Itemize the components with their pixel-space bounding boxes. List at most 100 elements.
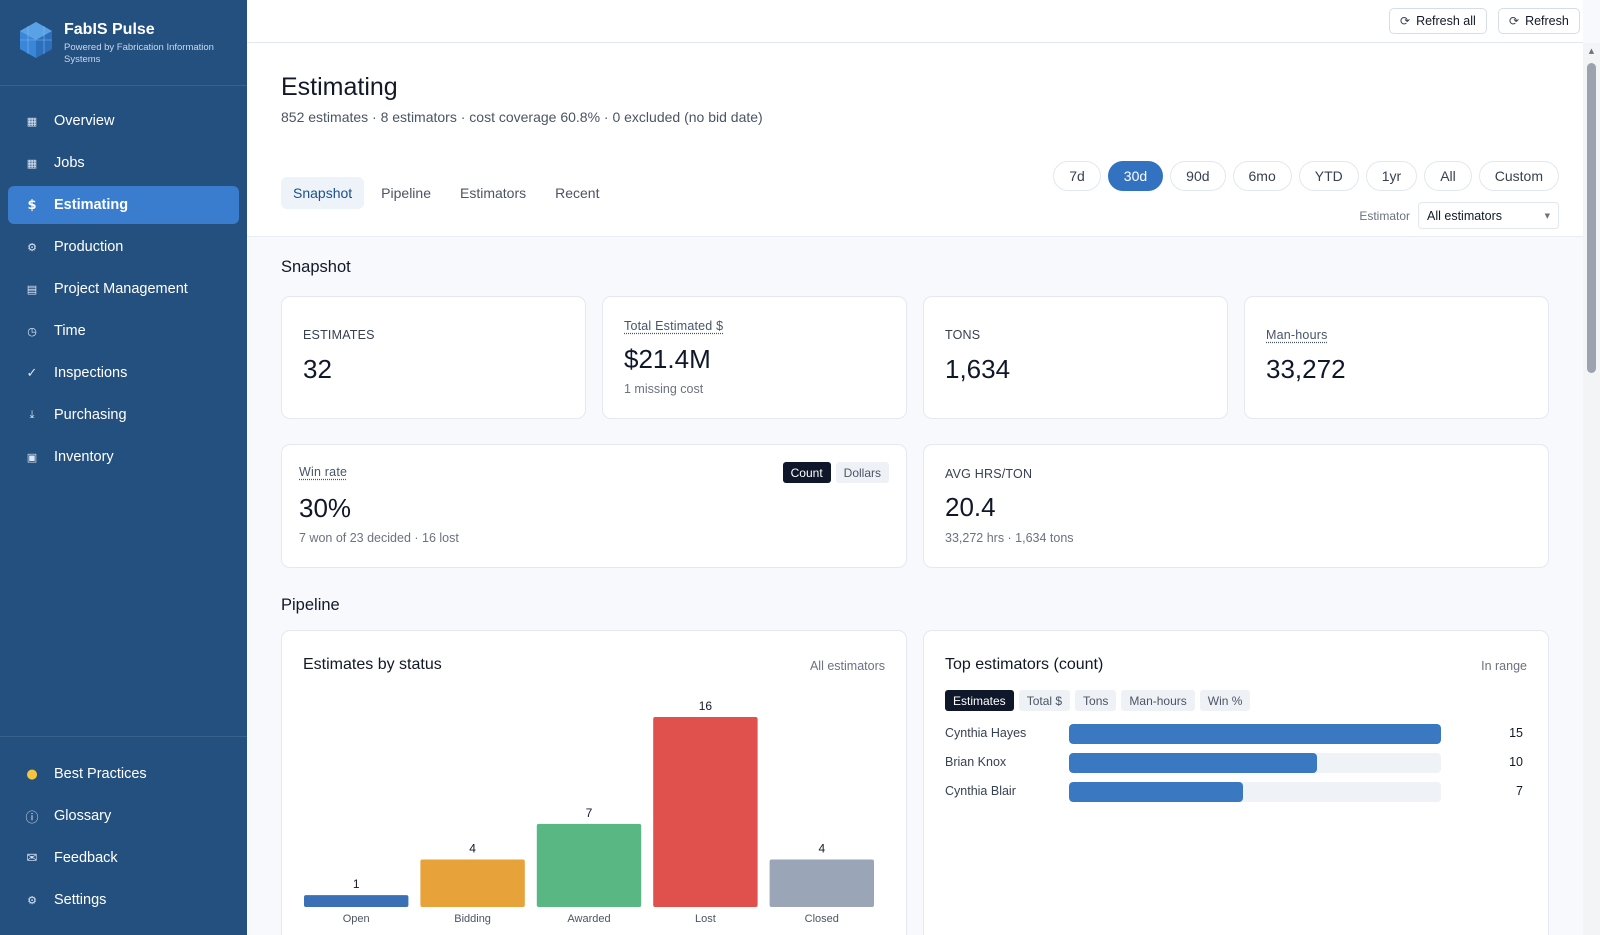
view-tabs: Snapshot Pipeline Estimators Recent	[281, 177, 616, 209]
range-90d[interactable]: 90d	[1170, 161, 1226, 191]
tab-snapshot[interactable]: Snapshot	[281, 177, 365, 209]
win-rate-sub: 7 won of 23 decided · 16 lost	[299, 531, 459, 545]
sidebar-item-label: Production	[54, 239, 124, 255]
gear-icon: ⚙	[27, 240, 37, 254]
sidebar-item-overview[interactable]: ▦ Overview	[8, 102, 239, 140]
top-estimators-card: Top estimators (count) In range Estimate…	[923, 630, 1549, 935]
sidebar-item-best-practices[interactable]: ● Best Practices	[8, 755, 239, 793]
sidebar-item-estimating[interactable]: $ Estimating	[8, 186, 239, 224]
kpi-label[interactable]: Total Estimated $	[624, 319, 724, 333]
kpi-label[interactable]: Man-hours	[1266, 328, 1328, 342]
app-tagline: Powered by Fabrication Information Syste…	[64, 42, 214, 65]
scroll-thumb[interactable]	[1587, 63, 1596, 373]
avg-hrs-sub: 33,272 hrs · 1,634 tons	[945, 531, 1074, 545]
chart-scope-note: In range	[1481, 659, 1527, 673]
main-nav: ▦ Overview ▦ Jobs $ Estimating ⚙ Production …	[0, 86, 247, 476]
sidebar: FabIS Pulse Powered by Fabrication Infor…	[0, 0, 247, 935]
sidebar-item-purchasing[interactable]: ⤓ Purchasing	[8, 396, 239, 434]
range-all[interactable]: All	[1424, 161, 1472, 191]
status-chart-card: Estimates by status All estimators 1 Open…	[281, 630, 907, 935]
category-label: Awarded	[567, 913, 610, 925]
sidebar-item-inspections[interactable]: ✓ Inspections	[8, 354, 239, 392]
dollar-icon: $	[27, 197, 37, 213]
refresh-button[interactable]: ⟳ Refresh	[1498, 8, 1580, 34]
range-6mo[interactable]: 6mo	[1232, 161, 1292, 191]
avg-hrs-card: AVG HRS/TON 20.4 33,272 hrs · 1,634 tons	[923, 444, 1549, 568]
kpi-value: 33,272	[1266, 354, 1346, 384]
sidebar-item-inventory[interactable]: ▣ Inventory	[8, 438, 239, 476]
pipeline-section-title: Pipeline	[281, 596, 340, 614]
clock-icon: ◷	[27, 324, 37, 338]
sidebar-item-settings[interactable]: ⚙ Settings	[8, 881, 239, 919]
sidebar-item-label: Best Practices	[54, 766, 147, 782]
main-content: ⟳ Refresh all ⟳ Refresh Estimating 852 est…	[247, 0, 1583, 935]
sidebar-item-jobs[interactable]: ▦ Jobs	[8, 144, 239, 182]
estimator-select-value: All estimators	[1427, 208, 1503, 223]
range-ytd[interactable]: YTD	[1298, 161, 1359, 191]
vertical-scrollbar[interactable]: ▲	[1583, 43, 1600, 935]
bar-bidding[interactable]	[420, 859, 525, 908]
sidebar-item-label: Inventory	[54, 449, 114, 465]
estimator-select[interactable]: All estimators ▼	[1418, 202, 1559, 229]
sidebar-item-label: Inspections	[54, 365, 128, 381]
bar-lost[interactable]	[653, 717, 758, 907]
win-rate-value: 30%	[299, 493, 352, 523]
bar-awarded[interactable]	[536, 823, 642, 907]
metric-tab-tons[interactable]: Tons	[1075, 690, 1117, 711]
kpi-label: ESTIMATES	[303, 328, 375, 342]
table-icon: ▦	[26, 156, 38, 170]
sidebar-item-label: Settings	[54, 892, 107, 908]
kpi-sub: 1 missing cost	[624, 382, 704, 396]
estimator-row[interactable]: Brian Knox 10	[945, 753, 1523, 773]
avg-hrs-value: 20.4	[945, 492, 996, 522]
metric-tab-man-hours[interactable]: Man-hours	[1121, 690, 1195, 711]
status-bar-chart: 1 Open 4 Bidding 7 Awarded 16 Lost 4 Closed	[304, 699, 874, 925]
range-7d[interactable]: 7d	[1053, 161, 1101, 191]
bar-value-label: 4	[469, 842, 476, 856]
sidebar-item-feedback[interactable]: ✉ Feedback	[8, 839, 239, 877]
sidebar-item-production[interactable]: ⚙ Production	[8, 228, 239, 266]
check-icon: ✓	[26, 365, 38, 381]
refresh-all-button[interactable]: ⟳ Refresh all	[1389, 8, 1487, 34]
estimator-row[interactable]: Cynthia Blair 7	[945, 782, 1523, 802]
sidebar-item-label: Estimating	[54, 197, 129, 213]
sidebar-item-label: Jobs	[54, 155, 85, 171]
estimator-filter-label: Estimator	[1359, 208, 1410, 223]
metric-tab-estimates[interactable]: Estimates	[945, 690, 1014, 711]
app-name: FabIS Pulse	[64, 21, 155, 38]
category-label: Closed	[805, 913, 839, 925]
chart-title: Top estimators (count)	[945, 656, 1104, 673]
date-range-selector: 7d 30d 90d 6mo YTD 1yr All Custom	[1046, 161, 1559, 191]
toggle-dollars[interactable]: Dollars	[835, 462, 889, 483]
metric-tab-total-dollars[interactable]: Total $	[1018, 690, 1071, 711]
sidebar-item-glossary[interactable]: ⓘ Glossary	[8, 797, 239, 835]
tab-estimators[interactable]: Estimators	[460, 185, 527, 201]
refresh-icon: ⟳	[1509, 14, 1520, 28]
bar-value-label: 1	[353, 877, 360, 891]
brand: FabIS Pulse Powered by Fabrication Infor…	[0, 0, 247, 86]
sidebar-item-project-management[interactable]: ▤ Project Management	[8, 270, 239, 308]
bar-value-label: 7	[586, 806, 593, 820]
tab-recent[interactable]: Recent	[555, 185, 600, 201]
estimator-bar-track	[1069, 782, 1441, 802]
tab-pipeline[interactable]: Pipeline	[381, 185, 431, 201]
scroll-up-icon[interactable]: ▲	[1588, 47, 1595, 55]
range-1yr[interactable]: 1yr	[1365, 161, 1418, 191]
metric-tab-win-pct[interactable]: Win %	[1199, 690, 1251, 711]
estimator-row[interactable]: Cynthia Hayes 15	[945, 724, 1523, 744]
toggle-count[interactable]: Count	[782, 462, 831, 483]
category-label: Bidding	[454, 913, 491, 925]
range-custom[interactable]: Custom	[1478, 161, 1559, 191]
estimator-bar-track	[1069, 724, 1441, 744]
win-rate-label[interactable]: Win rate	[299, 465, 348, 479]
category-label: Open	[343, 913, 370, 925]
bar-closed[interactable]	[769, 859, 874, 908]
sidebar-item-time[interactable]: ◷ Time	[8, 312, 239, 350]
grid-icon: ▦	[26, 114, 38, 128]
bar-open[interactable]	[304, 895, 409, 907]
win-rate-toggle: Count Dollars	[778, 462, 889, 483]
range-30d[interactable]: 30d	[1107, 161, 1164, 191]
sidebar-item-label: Project Management	[54, 281, 188, 297]
lightbulb-icon: ●	[26, 766, 38, 782]
page-title: Estimating	[281, 73, 398, 101]
